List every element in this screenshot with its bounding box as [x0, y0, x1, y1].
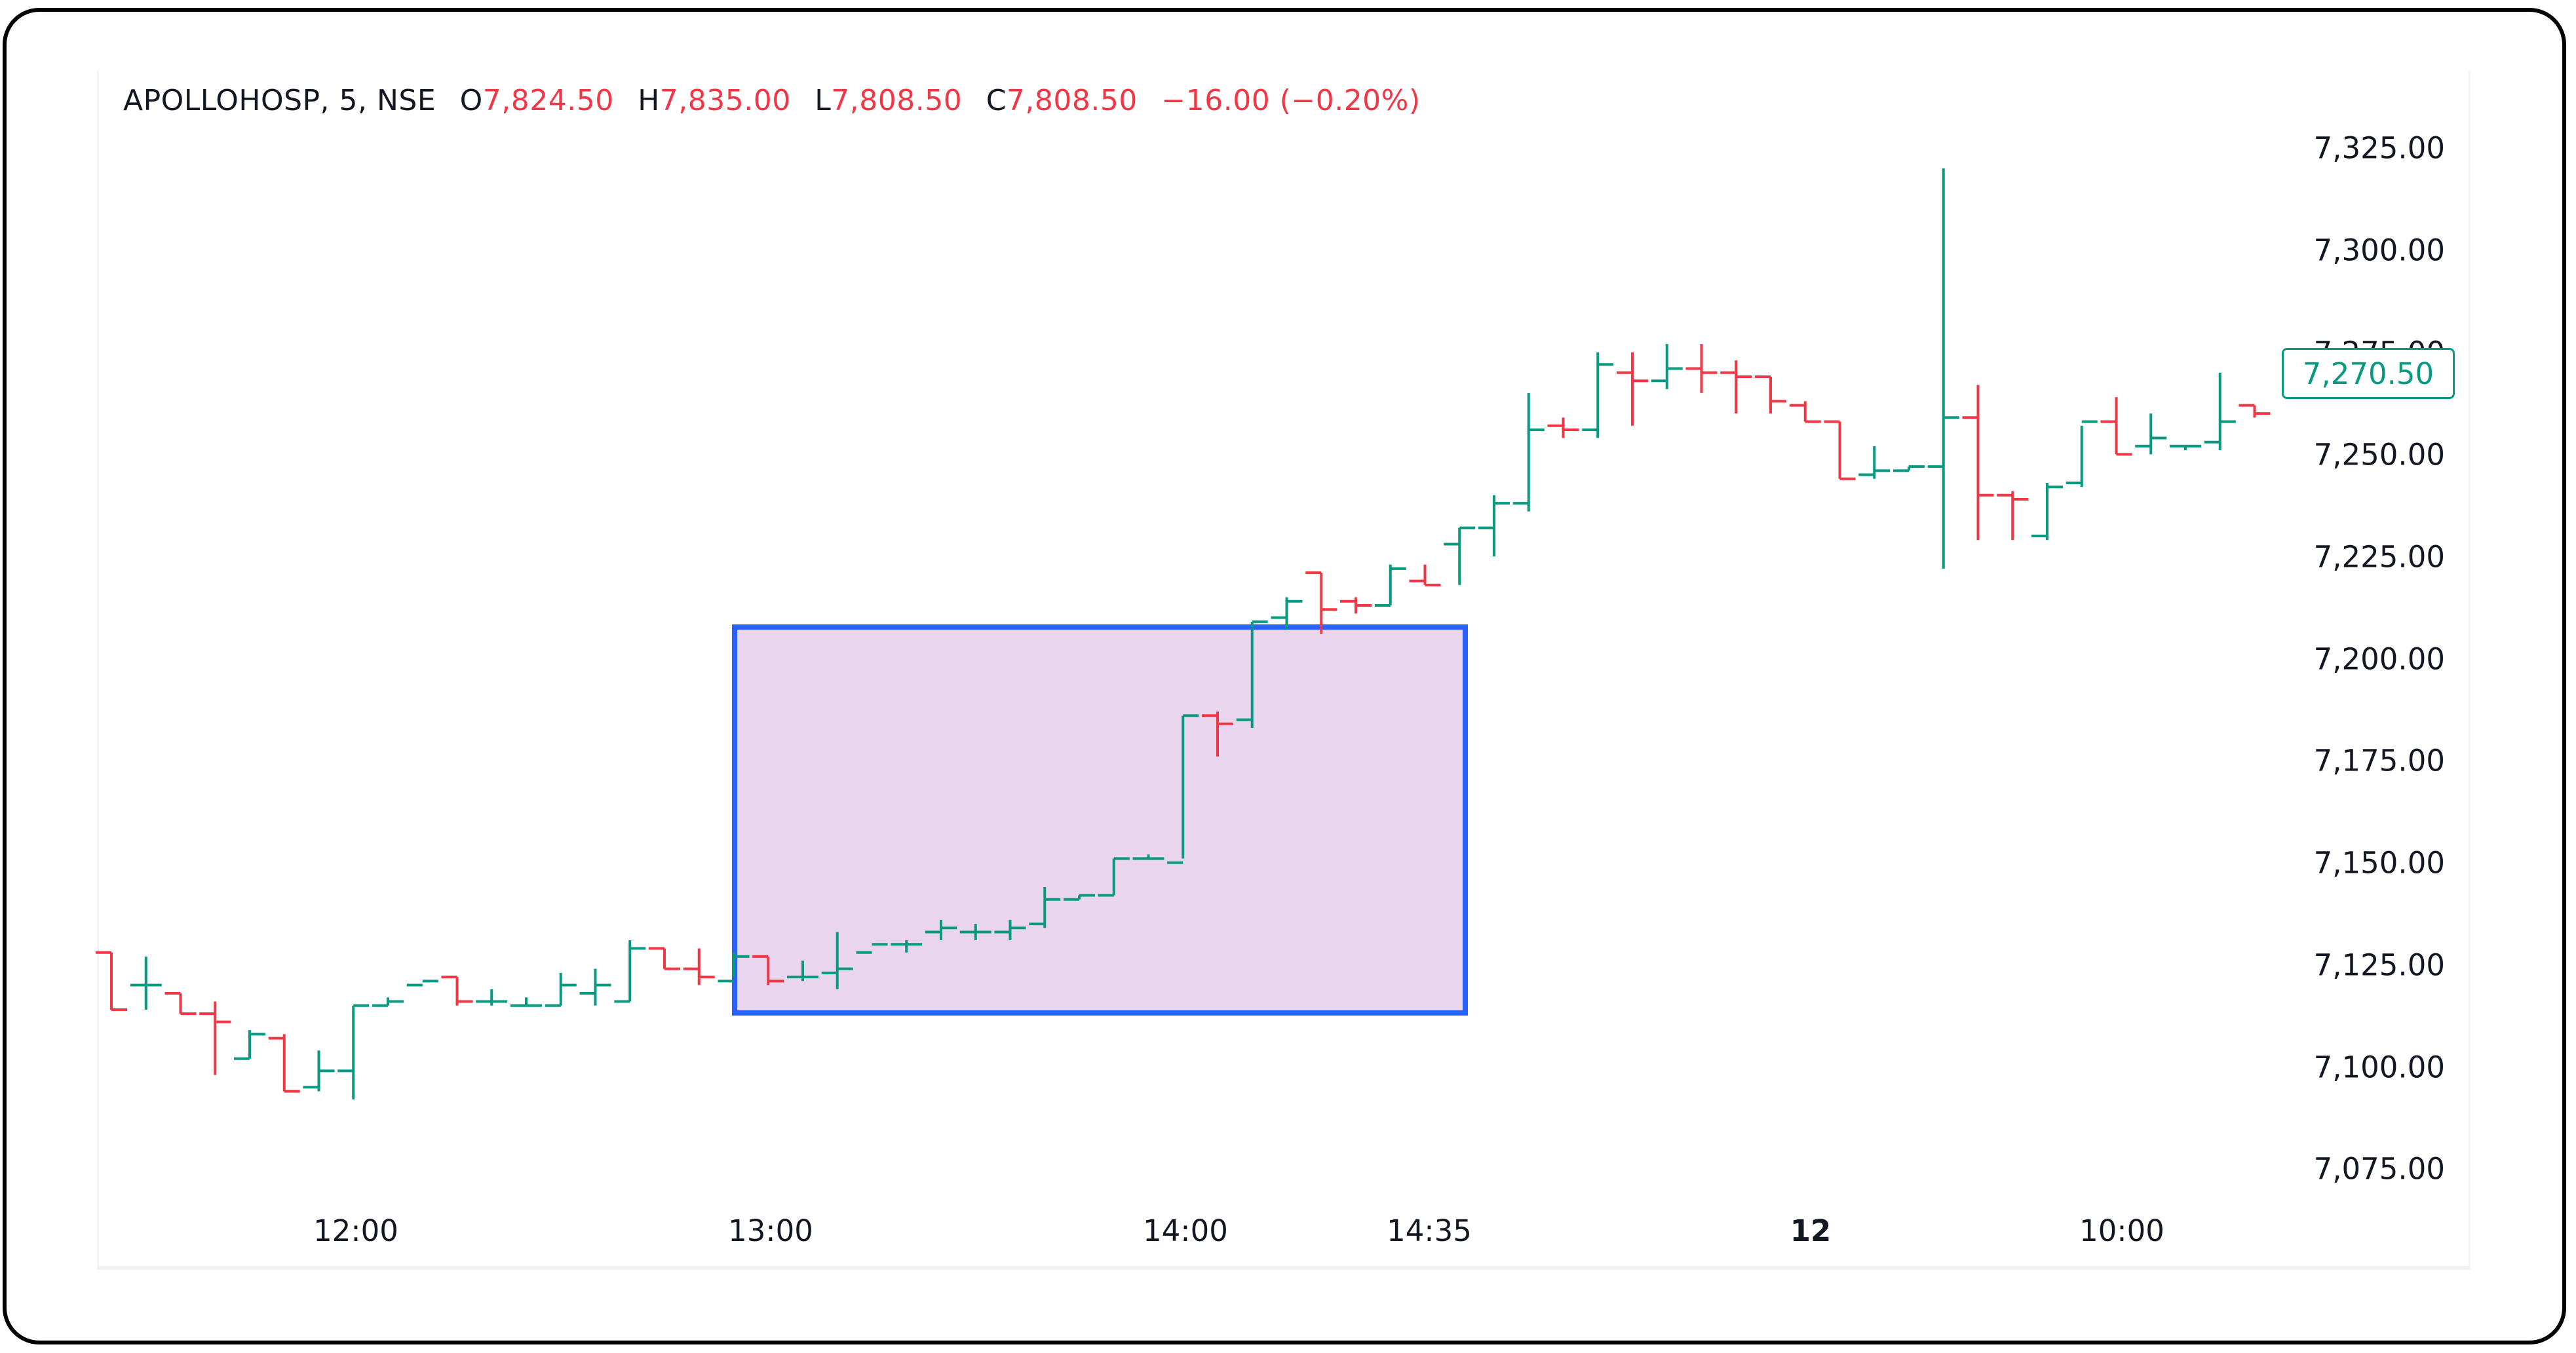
time-tick: 14:00 — [1143, 1213, 1228, 1248]
ohlc-bar — [1755, 375, 1786, 414]
last-price-tag: 7,270.50 — [2282, 348, 2455, 399]
symbol-legend: APOLLOHOSP, 5, NSE O7,824.50 H7,835.00 L… — [123, 84, 1421, 117]
ohlc-bar — [199, 1001, 231, 1075]
price-tick: 7,200.00 — [2313, 641, 2445, 677]
price-tick: 7,150.00 — [2313, 845, 2445, 881]
time-tick: 13:00 — [728, 1213, 813, 1248]
price-tick: 7,300.00 — [2313, 233, 2445, 268]
ohlc-bar — [1720, 360, 1752, 414]
price-tick: 7,225.00 — [2313, 539, 2445, 575]
change-value: −16.00 (−0.20%) — [1161, 84, 1421, 117]
ohlc-bar — [130, 956, 162, 1010]
close-label: C — [986, 84, 1007, 117]
ohlc-bar — [959, 924, 991, 941]
ohlc-bar — [1962, 385, 1994, 541]
high-value: 7,835.00 — [659, 84, 791, 117]
ohlc-bar — [1651, 344, 1683, 389]
ohlc-bar — [1202, 712, 1233, 757]
ohlc-bar — [787, 961, 818, 981]
price-tick: 7,100.00 — [2313, 1050, 2445, 1085]
ohlc-bar — [683, 948, 715, 985]
ohlc-bar — [614, 940, 646, 1003]
close-value: 7,808.50 — [1006, 84, 1138, 117]
ohlc-bar — [303, 1050, 335, 1092]
ohlc-bar — [2135, 413, 2167, 455]
ohlc-bar — [1547, 417, 1579, 438]
price-tick: 7,250.00 — [2313, 437, 2445, 472]
time-tick: 14:35 — [1387, 1213, 1472, 1248]
ohlc-bar — [545, 972, 577, 1007]
ohlc-bar — [1305, 571, 1337, 634]
ohlc-bar — [1132, 854, 1164, 860]
ohlc-bar — [2170, 444, 2201, 451]
time-tick: 12:00 — [313, 1213, 398, 1248]
rectangle-annotation[interactable] — [732, 624, 1468, 1016]
ohlc-bar — [2100, 397, 2132, 456]
ohlc-bar — [476, 989, 508, 1006]
low-label: L — [815, 84, 832, 117]
ohlc-bar — [441, 976, 473, 1006]
ohlc-bar — [649, 947, 680, 970]
ohlc-bar — [1927, 168, 1959, 569]
ohlc-bar — [268, 1034, 300, 1093]
ohlc-bar — [1064, 894, 1095, 901]
ohlc-bar — [856, 943, 888, 954]
ohlc-bar — [1997, 491, 2029, 541]
ohlc-bar — [1512, 392, 1545, 512]
low-value: 7,808.50 — [831, 84, 963, 117]
high-label: H — [638, 84, 660, 117]
ohlc-bar — [1893, 465, 1925, 472]
open-value: 7,824.50 — [482, 84, 614, 117]
ohlc-bar — [2031, 483, 2063, 541]
ohlc-bar — [718, 952, 750, 983]
ohlc-bar — [1789, 401, 1821, 423]
price-tick: 7,075.00 — [2313, 1151, 2445, 1187]
open-label: O — [459, 84, 483, 117]
ohlc-bar — [2239, 404, 2271, 418]
ohlc-bar — [1029, 886, 1061, 928]
ohlc-bar — [1478, 495, 1510, 557]
time-tick: 10:00 — [2079, 1213, 2164, 1248]
ohlc-bar — [994, 919, 1026, 941]
ohlc-bar — [752, 955, 784, 985]
ohlc-bar — [1444, 526, 1476, 585]
ohlc-bar — [2066, 420, 2098, 487]
ohlc-bar — [372, 997, 404, 1007]
ohlc-bar — [234, 1030, 265, 1060]
ohlc-bar — [406, 980, 438, 987]
ohlc-bar — [1409, 564, 1441, 586]
ohlc-bar — [96, 951, 127, 1011]
ohlc-bar — [1582, 352, 1614, 438]
ohlc-bar — [1340, 597, 1372, 614]
time-tick-day: 12 — [1790, 1213, 1832, 1248]
ohlc-bar — [821, 932, 853, 989]
ohlc-bar — [1271, 597, 1303, 630]
ohlc-bar — [337, 1004, 370, 1100]
ohlc-bar — [1374, 564, 1406, 607]
ohlc-bar — [510, 997, 542, 1007]
symbol-name: APOLLOHOSP, 5, NSE — [123, 84, 436, 117]
ohlc-bar — [1167, 714, 1199, 864]
ohlc-bar — [1617, 352, 1648, 426]
ohlc-bar — [891, 940, 923, 953]
ohlc-bar — [579, 968, 611, 1006]
ohlc-bar — [164, 992, 197, 1016]
ohlc-bar — [925, 919, 957, 941]
price-tick: 7,325.00 — [2313, 130, 2445, 166]
ohlc-bar — [2204, 372, 2236, 451]
ohlc-bar — [1098, 857, 1130, 897]
ohlc-bar — [1685, 344, 1718, 393]
ohlc-bar — [1236, 620, 1268, 728]
ohlc-bar — [1858, 446, 1891, 479]
price-tick: 7,125.00 — [2313, 947, 2445, 983]
ohlc-bar — [1824, 420, 1856, 480]
price-tick: 7,175.00 — [2313, 743, 2445, 778]
